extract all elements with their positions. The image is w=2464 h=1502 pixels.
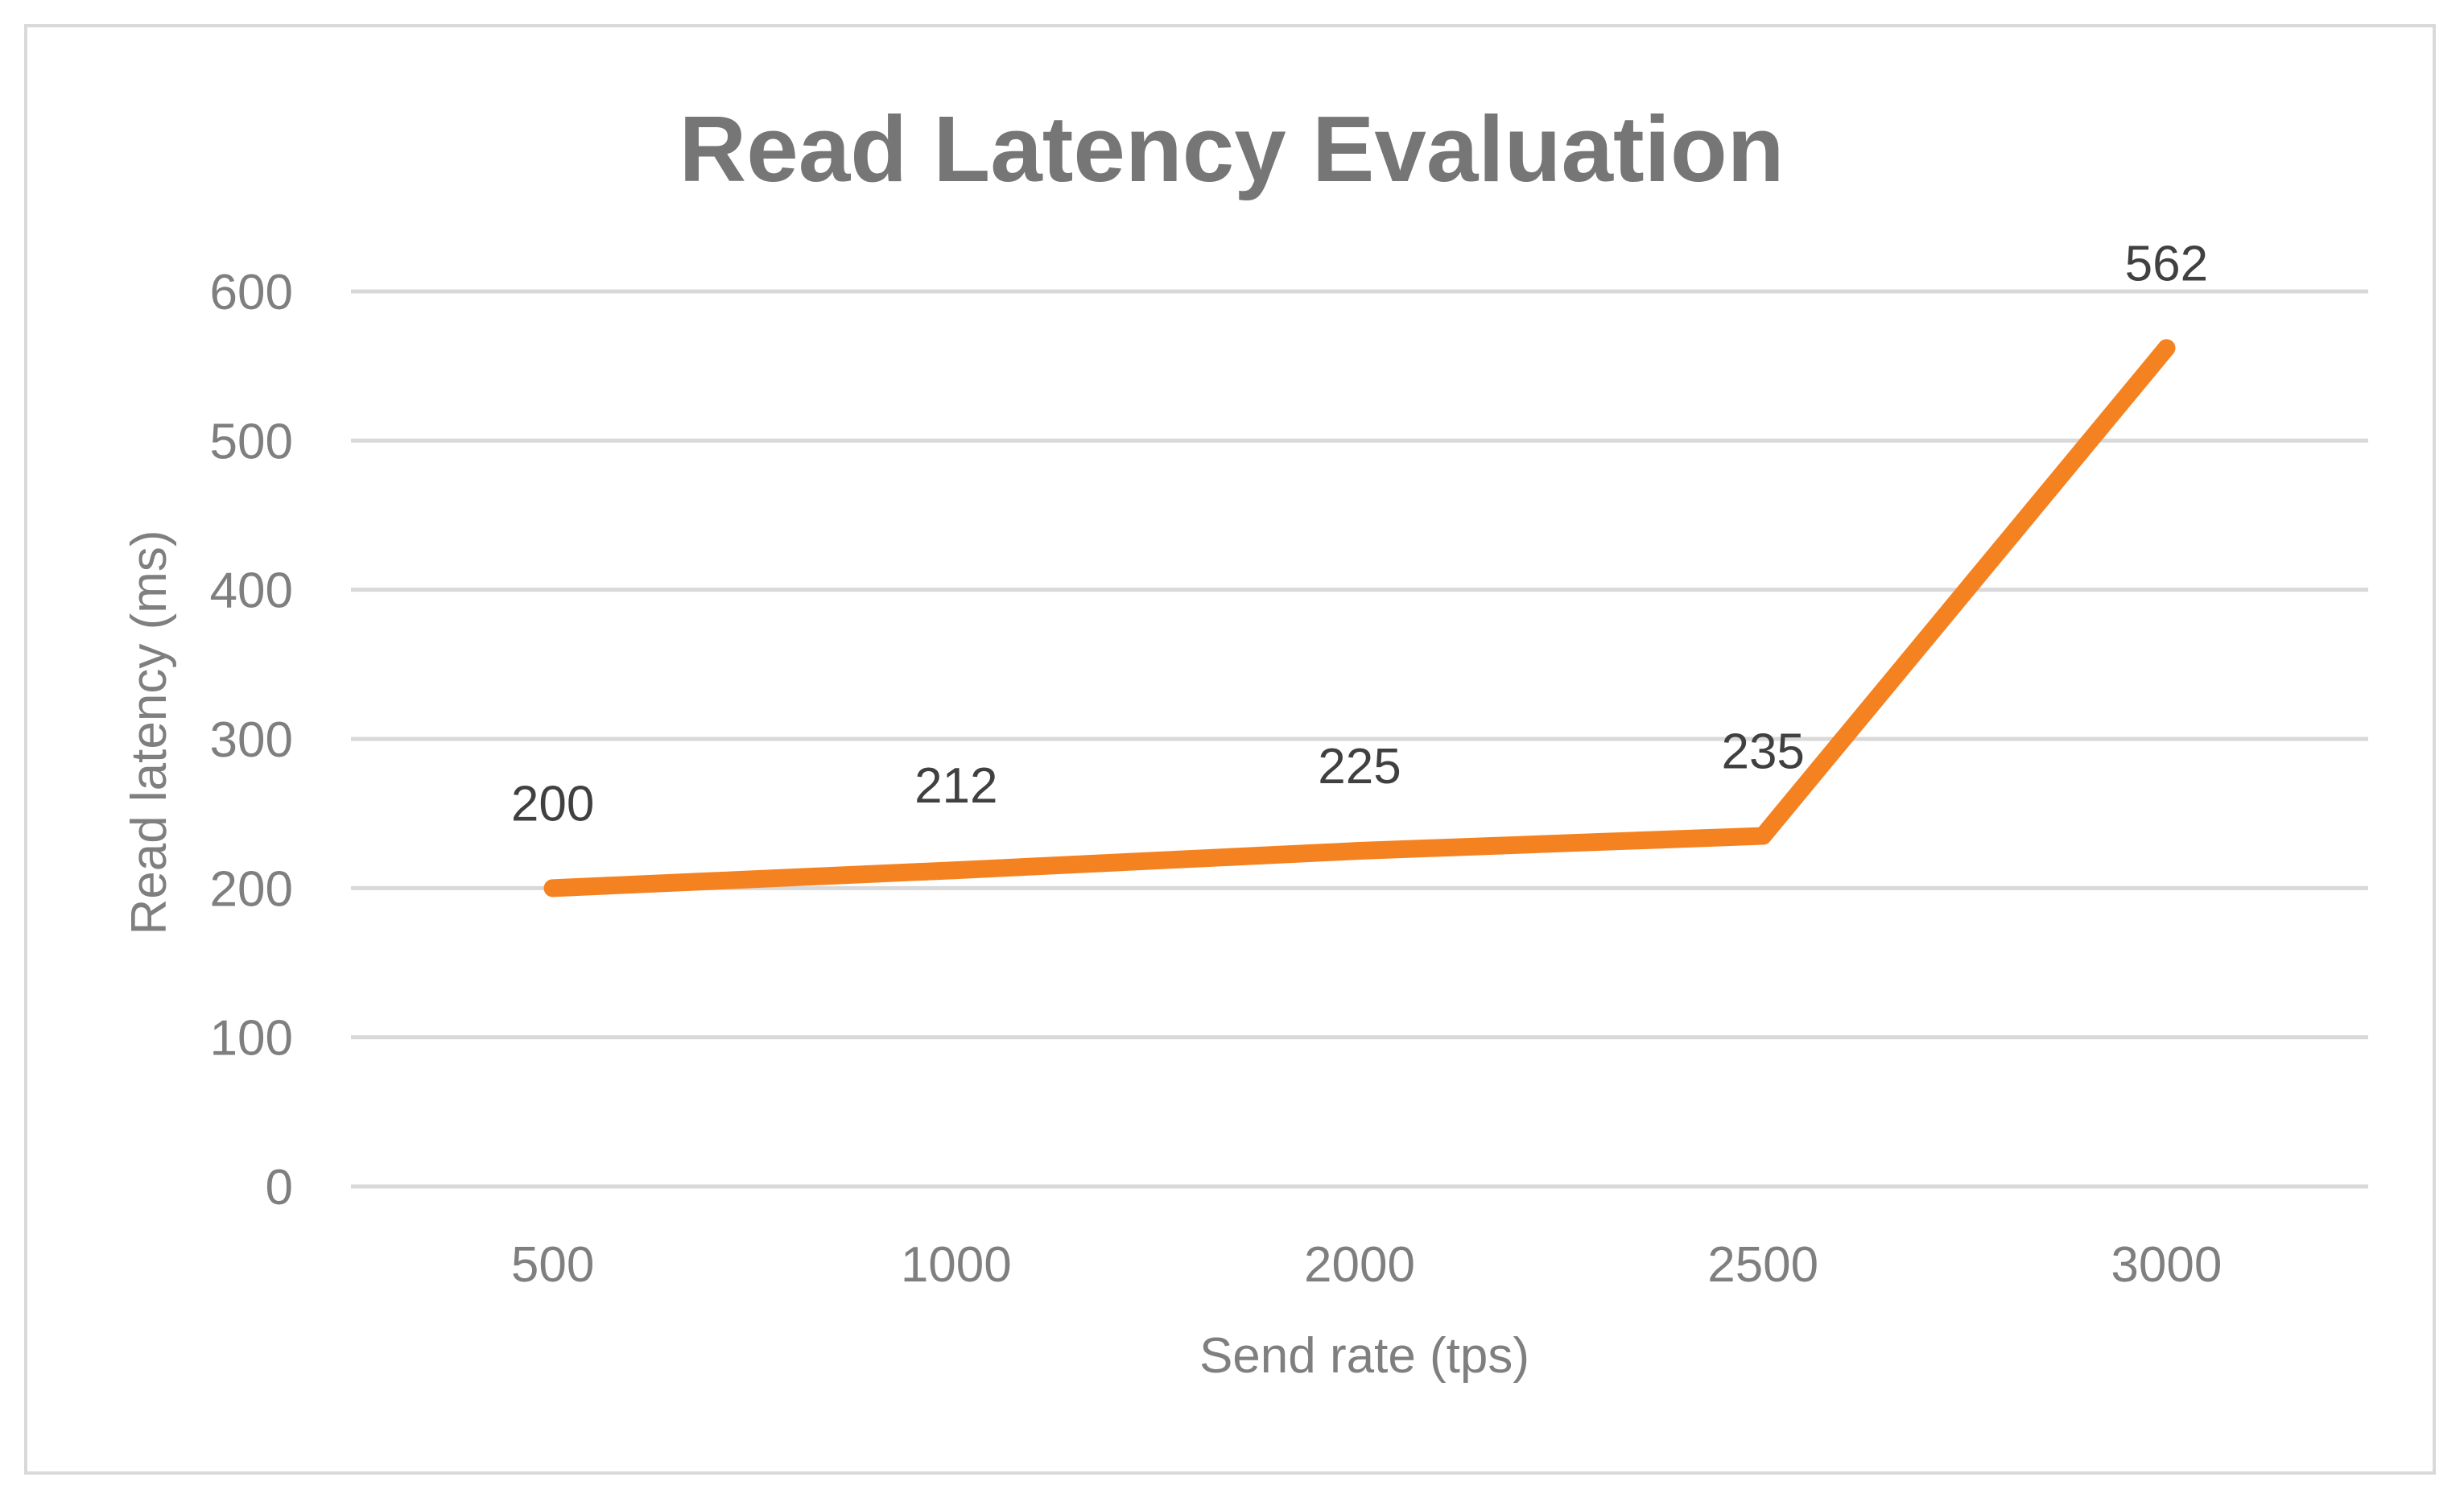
data-point xyxy=(947,861,965,880)
data-label: 562 xyxy=(2125,236,2208,291)
x-tick-label: 2000 xyxy=(1304,1237,1415,1293)
data-point xyxy=(2157,339,2176,357)
y-tick-label: 0 xyxy=(266,1160,293,1215)
y-tick-label: 300 xyxy=(210,712,293,768)
data-point xyxy=(1351,842,1368,860)
y-axis-title: Read latency (ms) xyxy=(122,530,177,935)
x-tick-label: 1000 xyxy=(901,1237,1012,1293)
data-point xyxy=(543,879,562,897)
data-point xyxy=(1754,827,1773,845)
y-tick-label: 100 xyxy=(210,1011,293,1067)
data-label: 235 xyxy=(1721,724,1804,779)
series-line-0 xyxy=(543,339,2176,897)
y-tick-label: 200 xyxy=(210,861,293,917)
x-tick-label: 3000 xyxy=(2111,1237,2222,1293)
data-labels: 200 212 225 235 562 xyxy=(511,236,2208,831)
y-tick-label: 600 xyxy=(210,265,293,320)
chart-title: Read Latency Evaluation xyxy=(679,97,1784,201)
gridlines xyxy=(351,289,2368,1189)
series-layer xyxy=(543,339,2176,897)
y-axis-ticks: 0 100 200 300 400 500 600 xyxy=(210,265,293,1215)
data-label: 212 xyxy=(914,758,997,814)
x-tick-label: 2500 xyxy=(1707,1237,1818,1293)
y-tick-label: 500 xyxy=(210,414,293,469)
x-tick-label: 500 xyxy=(511,1237,594,1293)
data-label: 225 xyxy=(1318,739,1401,794)
chart-frame xyxy=(24,24,2436,1475)
x-axis-title: Send rate (tps) xyxy=(1199,1328,1529,1384)
x-axis-ticks: 500 1000 2000 2500 3000 xyxy=(511,1237,2222,1293)
data-label: 200 xyxy=(511,776,594,831)
y-tick-label: 400 xyxy=(210,563,293,619)
